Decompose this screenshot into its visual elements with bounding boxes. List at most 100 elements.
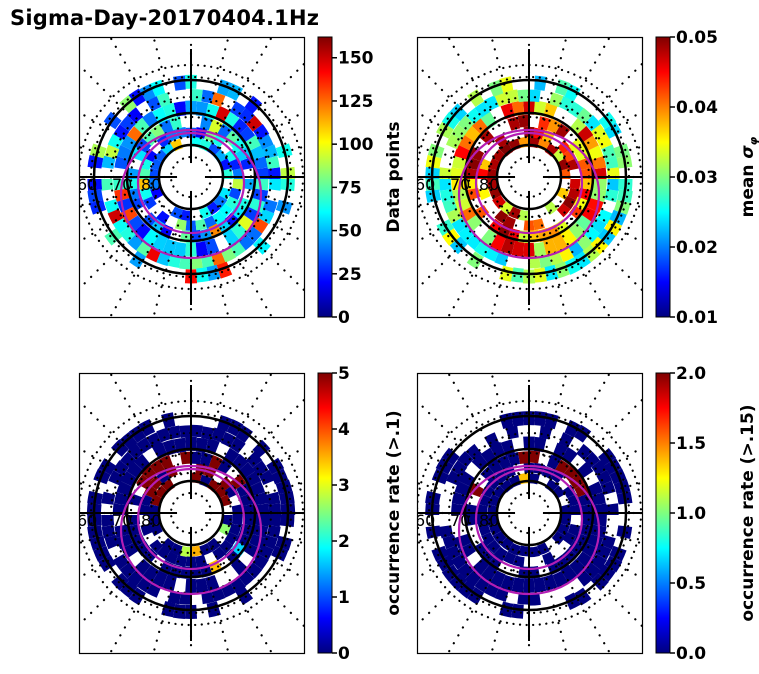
heatmap-bin bbox=[474, 101, 491, 118]
heatmap-bin bbox=[446, 470, 462, 486]
heatmap-bin bbox=[604, 219, 623, 237]
heatmap-bin bbox=[224, 130, 240, 146]
heatmap-bin bbox=[196, 267, 209, 283]
colorbar-4: 0.0 0.5 1.0 1.5 2.0 occurrence rate (>.15) bbox=[655, 364, 758, 664]
polar-panel-3: 60 70 80 0 1 2 3 4 5 occurrence rate (>.1) bbox=[78, 364, 404, 664]
heatmap-bin bbox=[120, 451, 137, 468]
heatmap-bin bbox=[128, 587, 146, 606]
heatmap-bin bbox=[596, 133, 613, 150]
heatmap-bin bbox=[511, 241, 525, 257]
heatmap-bin bbox=[114, 524, 131, 538]
latitude-label: 80 bbox=[141, 511, 161, 530]
panel-content: 60 70 80 bbox=[79, 373, 304, 653]
heatmap-bin bbox=[228, 187, 242, 200]
heatmap-bin bbox=[252, 236, 271, 255]
heatmap-bin bbox=[457, 115, 474, 132]
heatmap-bin bbox=[180, 209, 191, 221]
colorbar-label: occurrence rate (>.1) bbox=[384, 410, 404, 615]
heatmap-bin bbox=[119, 115, 136, 132]
heatmap-bin bbox=[533, 577, 547, 593]
panel-content: 60 70 80 bbox=[415, 37, 642, 317]
heatmap-bin bbox=[224, 531, 239, 546]
heatmap-bin bbox=[218, 203, 233, 218]
heatmap-bin bbox=[232, 179, 244, 190]
heatmap-bin bbox=[552, 234, 569, 252]
heatmap-bin bbox=[529, 89, 541, 103]
heatmap-bin bbox=[200, 116, 213, 131]
panel-frame bbox=[416, 372, 644, 655]
colorbar-tick-label: 0.0 bbox=[676, 644, 706, 664]
heatmap-bin bbox=[146, 432, 162, 448]
colorbar-tick-label: 1 bbox=[338, 588, 350, 608]
heatmap-bin bbox=[580, 515, 594, 527]
colorbar-tick-label: 1.5 bbox=[676, 434, 706, 454]
heatmap-bin bbox=[173, 75, 186, 91]
polar-panel-2: 60 70 80 0.01 0.02 0.03 0.04 0.05 mean σφ bbox=[415, 28, 759, 328]
heatmap-bin bbox=[101, 491, 116, 505]
colorbar-tick-label: 25 bbox=[338, 265, 362, 285]
colorbar-tick-label: 75 bbox=[338, 178, 362, 198]
heatmap-bin bbox=[244, 95, 263, 114]
heatmap-bin bbox=[517, 89, 529, 103]
heatmap-bin bbox=[446, 208, 462, 224]
colorbar-tick-label: 0.01 bbox=[676, 308, 718, 328]
heatmap-bin bbox=[512, 555, 525, 568]
heatmap-bin bbox=[113, 124, 130, 141]
colorbar-label-symbol: σ bbox=[738, 145, 758, 159]
panel-frame bbox=[78, 372, 306, 655]
heatmap-bin bbox=[151, 570, 168, 588]
colorbar-tick-label: 0.04 bbox=[676, 98, 718, 118]
heatmap-bin bbox=[604, 555, 623, 573]
heatmap-bin bbox=[534, 411, 548, 427]
heatmap-bin bbox=[112, 460, 130, 476]
heatmap-bin bbox=[119, 431, 138, 450]
heatmap-bin bbox=[128, 424, 147, 443]
heatmap-bin bbox=[113, 179, 128, 191]
heatmap-bin bbox=[439, 525, 454, 539]
colorbar-tick-label: 0 bbox=[338, 644, 350, 664]
colorbar-gradient bbox=[317, 372, 333, 654]
heatmap-bin bbox=[152, 234, 168, 252]
colorbar-tick-label: 2.0 bbox=[676, 364, 706, 384]
colorbar-label: occurrence rate (>.15) bbox=[738, 404, 758, 621]
heatmap-bin bbox=[445, 134, 462, 150]
heatmap-bin bbox=[590, 217, 607, 234]
heatmap-bin bbox=[201, 426, 215, 441]
heatmap-bin bbox=[164, 551, 179, 565]
heatmap-bin bbox=[490, 570, 506, 588]
latitude-label: 60 bbox=[415, 511, 435, 530]
colorbar-tick-label: 4 bbox=[338, 420, 350, 440]
heatmap-bin bbox=[529, 546, 540, 558]
colorbar-1: 0 25 50 75 100 125 150 Data points bbox=[317, 36, 404, 328]
heatmap-bin bbox=[492, 195, 507, 210]
heatmap-bin bbox=[195, 577, 209, 594]
heatmap-bin bbox=[252, 553, 269, 570]
heatmap-bin bbox=[449, 573, 468, 591]
heatmap-bin bbox=[258, 208, 275, 225]
heatmap-bin bbox=[161, 601, 176, 618]
heatmap-bin bbox=[231, 515, 243, 526]
heatmap-bin bbox=[499, 201, 514, 216]
heatmap-bin bbox=[465, 107, 482, 125]
heatmap-bin bbox=[127, 179, 140, 191]
colorbar-gradient bbox=[655, 36, 671, 318]
heatmap-bin bbox=[266, 491, 281, 505]
heatmap-bin bbox=[499, 142, 514, 157]
heatmap-bin bbox=[564, 257, 582, 275]
heatmap-bin bbox=[100, 179, 114, 191]
heatmap-bin bbox=[546, 118, 562, 134]
heatmap-bin bbox=[496, 454, 512, 470]
heatmap-bin bbox=[199, 452, 213, 467]
colorbar-tick-label: 0.5 bbox=[676, 574, 706, 594]
heatmap-bin bbox=[584, 115, 601, 132]
heatmap-bin bbox=[590, 124, 607, 141]
latitude-label: 60 bbox=[415, 175, 435, 194]
heatmap-bin bbox=[480, 564, 498, 583]
heatmap-bin bbox=[542, 551, 556, 565]
pole-gap bbox=[515, 163, 543, 191]
latitude-label: 60 bbox=[77, 175, 97, 194]
heatmap-bin bbox=[549, 92, 564, 108]
heatmap-bin bbox=[560, 564, 578, 583]
heatmap-bin bbox=[486, 539, 501, 554]
heatmap-bin bbox=[576, 443, 593, 461]
